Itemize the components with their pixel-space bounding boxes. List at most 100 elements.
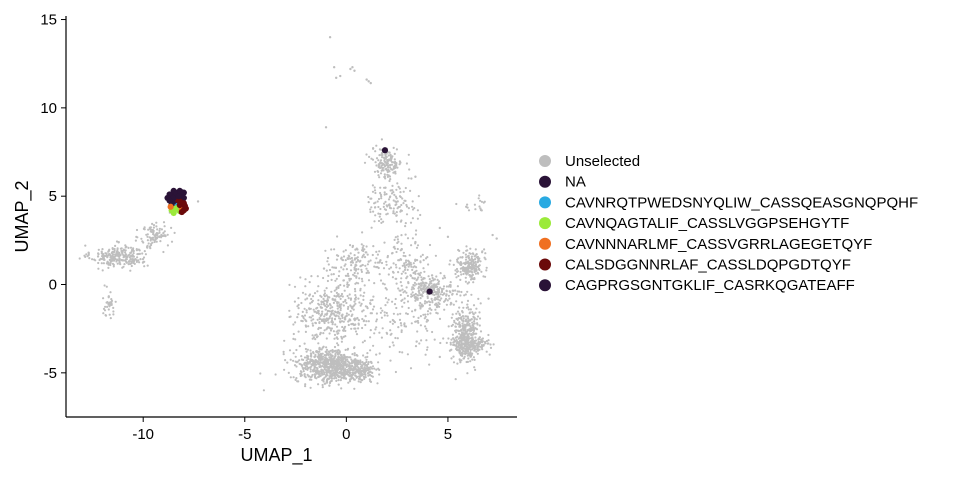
- unselected-point: [388, 267, 391, 270]
- unselected-point: [329, 380, 332, 383]
- unselected-point: [328, 303, 331, 306]
- unselected-point: [465, 346, 468, 349]
- unselected-point: [430, 297, 433, 300]
- unselected-point: [354, 294, 357, 297]
- unselected-point: [474, 269, 478, 272]
- unselected-point: [386, 301, 389, 304]
- unselected-point: [480, 344, 483, 347]
- unselected-point: [383, 314, 386, 317]
- unselected-point: [325, 348, 329, 351]
- unselected-point: [405, 259, 408, 262]
- unselected-point: [336, 373, 339, 377]
- unselected-point: [417, 195, 420, 198]
- unselected-point: [300, 363, 303, 366]
- unselected-point: [425, 301, 428, 304]
- unselected-point: [353, 363, 357, 366]
- unselected-point: [334, 369, 337, 372]
- unselected-point: [374, 161, 377, 164]
- unselected-point: [319, 305, 322, 308]
- unselected-point: [289, 376, 292, 379]
- unselected-point: [392, 146, 395, 149]
- unselected-point: [408, 168, 411, 171]
- unselected-point: [473, 320, 476, 323]
- unselected-point: [459, 294, 462, 297]
- unselected-point: [430, 308, 433, 311]
- unselected-point: [438, 317, 442, 320]
- unselected-point: [132, 258, 135, 261]
- unselected-point: [422, 277, 425, 280]
- unselected-point: [464, 263, 467, 266]
- unselected-point: [348, 279, 351, 282]
- unselected-point: [338, 295, 341, 298]
- unselected-point: [311, 295, 315, 298]
- unselected-point: [348, 255, 351, 258]
- unselected-point: [392, 191, 395, 194]
- unselected-point: [378, 250, 381, 253]
- unselected-point: [400, 330, 403, 334]
- unselected-point: [375, 164, 378, 167]
- unselected-point: [467, 308, 470, 311]
- unselected-point: [339, 283, 342, 287]
- unselected-point: [330, 278, 333, 281]
- unselected-point: [458, 325, 461, 328]
- unselected-point: [350, 314, 353, 318]
- unselected-point: [375, 353, 378, 356]
- unselected-point: [406, 294, 409, 297]
- unselected-point: [452, 355, 455, 358]
- unselected-point: [463, 269, 466, 273]
- unselected-point: [377, 266, 380, 270]
- unselected-point: [372, 295, 375, 298]
- unselected-point: [476, 315, 480, 318]
- unselected-point: [327, 317, 330, 320]
- unselected-point: [317, 357, 320, 360]
- unselected-point: [386, 256, 389, 259]
- unselected-point: [424, 300, 427, 303]
- unselected-point: [465, 249, 468, 252]
- unselected-point: [476, 322, 479, 325]
- unselected-point: [367, 195, 370, 199]
- unselected-point: [353, 354, 356, 357]
- unselected-point: [393, 158, 396, 161]
- unselected-point: [305, 361, 308, 365]
- unselected-point: [461, 336, 465, 340]
- unselected-point: [332, 301, 335, 304]
- unselected-point: [400, 277, 403, 280]
- unselected-point: [383, 311, 386, 314]
- unselected-point: [325, 303, 328, 306]
- unselected-point: [366, 307, 369, 310]
- unselected-point: [373, 332, 376, 335]
- unselected-point: [475, 318, 478, 321]
- unselected-point: [459, 270, 462, 273]
- unselected-point: [463, 328, 466, 331]
- unselected-point: [346, 283, 349, 286]
- unselected-point: [128, 260, 131, 263]
- unselected-point: [451, 289, 454, 292]
- unselected-point: [124, 251, 127, 254]
- unselected-point: [330, 273, 333, 276]
- unselected-point: [383, 191, 386, 194]
- unselected-point: [422, 313, 425, 316]
- unselected-point: [472, 281, 475, 284]
- unselected-point: [321, 358, 324, 361]
- unselected-point: [388, 345, 391, 348]
- unselected-point: [310, 378, 313, 381]
- unselected-point: [119, 247, 122, 250]
- unselected-point: [442, 287, 445, 290]
- unselected-point: [339, 297, 342, 300]
- unselected-point: [417, 289, 421, 292]
- unselected-point: [392, 312, 395, 315]
- unselected-point: [450, 357, 453, 360]
- unselected-point: [449, 284, 452, 287]
- unselected-point: [379, 162, 382, 165]
- unselected-point: [430, 274, 434, 277]
- unselected-point: [331, 369, 334, 372]
- unselected-point: [332, 330, 335, 333]
- unselected-point: [362, 244, 365, 247]
- unselected-point: [448, 297, 451, 300]
- unselected-point: [328, 358, 331, 361]
- unselected-point: [383, 175, 386, 179]
- unselected-point: [474, 263, 477, 266]
- unselected-point: [354, 296, 358, 299]
- unselected-point: [340, 340, 343, 343]
- unselected-point: [354, 358, 357, 361]
